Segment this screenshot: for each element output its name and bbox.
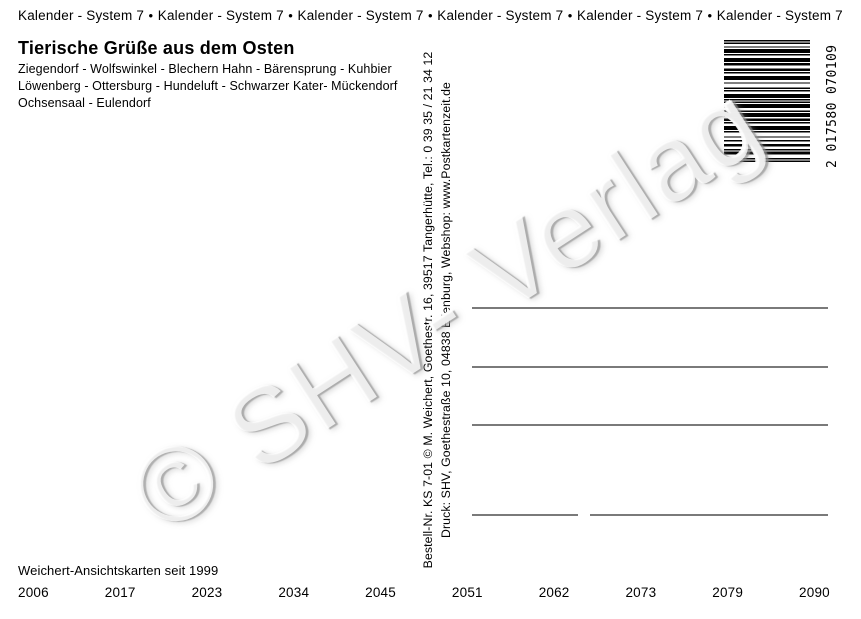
address-line <box>472 366 828 368</box>
bullet-separator-icon: • <box>428 8 433 23</box>
bullet-separator-icon: • <box>567 8 573 23</box>
barcode <box>724 40 810 162</box>
address-line <box>472 424 828 426</box>
year-label: 2034 <box>278 585 310 600</box>
header-item: Kalender - System 7 <box>437 8 564 23</box>
year-label: 2073 <box>625 585 657 600</box>
imprint-text: Bestell-Nr. KS 7-01 © M. Weichert, Goeth… <box>420 44 455 576</box>
header-item: Kalender - System 7 <box>157 8 284 23</box>
header-item: Kalender - System 7 <box>716 8 843 23</box>
year-label: 2051 <box>451 585 483 600</box>
year-label: 2079 <box>712 585 744 600</box>
year-label: 2090 <box>799 585 830 600</box>
imprint-order-line: Bestell-Nr. KS 7-01 © M. Weichert, Goeth… <box>421 51 435 569</box>
bullet-separator-icon: • <box>288 8 294 23</box>
header-strip: Kalender - System 7 • Kalender - System … <box>18 8 843 23</box>
page-title: Tierische Grüße aus dem Osten <box>18 38 295 58</box>
place-list-line: Löwenberg - Ottersburg - Hundeluft - Sch… <box>18 79 398 93</box>
bullet-separator-icon: • <box>707 8 713 23</box>
year-label: 2017 <box>104 585 136 600</box>
year-label: 2023 <box>191 585 223 600</box>
place-list: Ziegendorf - Wolfswinkel - Blechern Hahn… <box>18 61 397 112</box>
year-label: 2062 <box>538 585 570 600</box>
header-item: Kalender - System 7 <box>297 8 424 23</box>
year-label: 2045 <box>365 585 396 600</box>
years-row: 2006 2017 2023 2034 2045 2051 2062 2073 … <box>18 585 830 600</box>
header-item: Kalender - System 7 <box>577 8 704 23</box>
barcode-number: 2 017580 070109 <box>825 44 840 168</box>
imprint-print-line: Druck: SHV, Goethestraße 10, 04838 Eilen… <box>438 82 453 538</box>
address-line-left-segment <box>472 514 578 516</box>
footer-tagline: Weichert-Ansichtskarten seit 1999 <box>18 563 219 578</box>
year-label: 2006 <box>18 585 49 600</box>
address-line-right-segment <box>590 514 828 516</box>
header-item: Kalender - System 7 <box>18 8 145 23</box>
place-list-line: Ziegendorf - Wolfswinkel - Blechern Hahn… <box>18 62 392 76</box>
bullet-separator-icon: • <box>148 8 154 23</box>
address-line <box>472 307 828 309</box>
place-list-line: Ochsensaal - Eulendorf <box>18 96 151 110</box>
